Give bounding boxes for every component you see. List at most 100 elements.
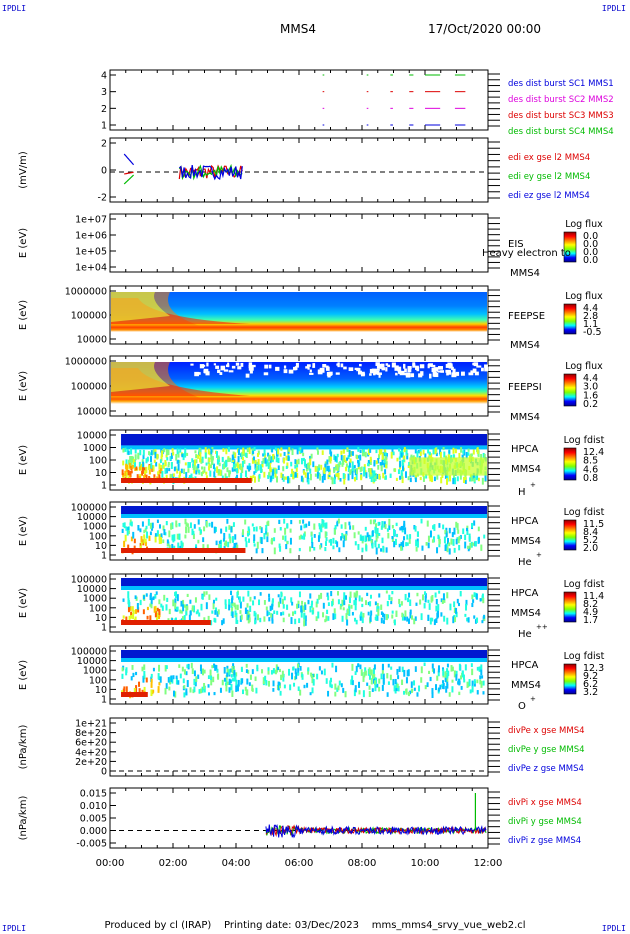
- spectrogram-cell: [402, 525, 405, 531]
- spectrogram-cell: [391, 610, 394, 614]
- spectrogram-cell: [340, 524, 343, 529]
- spectrogram-cell: [457, 678, 460, 683]
- spectrogram-cell: [238, 463, 241, 469]
- spectrogram-cell: [304, 472, 307, 478]
- spectrogram-cell: [134, 616, 137, 622]
- spectrogram-cell: [369, 456, 372, 463]
- spectrogram-cell: [332, 545, 335, 550]
- spectrogram-gap: [456, 371, 460, 376]
- spectrogram-cell: [475, 474, 478, 481]
- spectrogram-cell: [188, 475, 191, 479]
- y-axis-label: E (eV): [18, 516, 29, 546]
- spectrogram-cell: [211, 458, 214, 465]
- spectrogram-cell: [233, 542, 236, 550]
- spectrogram-cell: [474, 619, 477, 624]
- spectrogram-cell: [367, 611, 370, 616]
- spectrogram-cell: [278, 681, 281, 686]
- spectrogram-cell: [282, 611, 285, 616]
- spectrogram-cell: [431, 594, 434, 602]
- spectrogram-band-edge: [121, 445, 488, 450]
- spectrogram-gap: [309, 372, 314, 375]
- spectrogram-cell: [303, 470, 306, 475]
- spectrogram-cell: [331, 477, 334, 485]
- spectrogram-cell: [257, 450, 260, 455]
- spectrogram-cell: [302, 519, 305, 524]
- spectrogram-gap: [378, 373, 381, 378]
- y-tick-label: 100: [89, 456, 107, 467]
- spectrogram-cell: [413, 680, 416, 686]
- spectrogram-cell: [139, 473, 142, 477]
- spectrogram-cell: [324, 463, 327, 469]
- spectrogram-cell: [320, 528, 323, 533]
- spectrogram-cell: [325, 522, 328, 529]
- spectrogram-cell: [337, 685, 340, 691]
- spectrogram-cell: [234, 610, 237, 616]
- spectrogram-cell: [301, 673, 304, 678]
- spectrogram-cell: [377, 521, 380, 526]
- spectrogram-cell: [152, 667, 155, 672]
- spectrogram-cell: [291, 611, 294, 616]
- spectrogram-cell: [165, 521, 168, 526]
- spectrogram-cell: [160, 455, 163, 462]
- spectrogram-cell: [373, 462, 376, 467]
- spectrogram-gap: [231, 365, 236, 369]
- spectrogram-cell: [124, 447, 127, 452]
- spectrogram-cell: [203, 617, 206, 622]
- spectrogram-cell: [193, 469, 196, 474]
- spectrogram-cell: [381, 459, 384, 466]
- spectrogram-cell: [253, 447, 256, 451]
- spectrogram-cell: [207, 675, 210, 679]
- spectrogram-cell: [271, 619, 274, 624]
- y-tick-label: 0.015: [80, 789, 107, 800]
- spectrogram-cell: [278, 543, 281, 548]
- spectrogram-cell: [121, 528, 124, 534]
- spectrogram-cell: [408, 461, 411, 466]
- spectrogram-cell: [193, 459, 196, 466]
- spectrogram-cell: [229, 537, 232, 544]
- spectrogram-cell: [460, 685, 463, 690]
- spectrogram-gap: [449, 363, 453, 369]
- spectrogram-cell: [334, 540, 337, 544]
- spectrogram-cell: [378, 678, 381, 684]
- spectrogram-cell: [278, 682, 281, 689]
- spectrogram-cell: [464, 613, 467, 617]
- spectrogram-cell: [431, 688, 434, 694]
- spectrogram-cell: [213, 471, 216, 478]
- spectrogram-cell: [230, 674, 233, 678]
- spectrogram-cell: [477, 537, 480, 544]
- edi-trace: [123, 153, 135, 166]
- colorbar-tick-label: 0.8: [583, 473, 598, 484]
- spectrogram-cell: [365, 545, 368, 552]
- spectrogram-cell: [300, 475, 303, 482]
- spectrogram-cell: [214, 526, 217, 532]
- spectrogram-cell: [206, 544, 209, 552]
- spectrogram-cell: [221, 620, 224, 626]
- spectrogram-cell: [152, 465, 155, 472]
- spectrogram-cell: [274, 447, 277, 451]
- spectrogram-cell: [322, 602, 325, 609]
- spectrogram-cell: [245, 541, 248, 548]
- spectrogram-cell: [482, 691, 485, 695]
- spectrogram-cell: [316, 450, 319, 455]
- spectrogram-cell: [279, 690, 282, 696]
- spectrogram-cell: [303, 620, 306, 627]
- spectrogram-cell: [286, 476, 289, 484]
- spectrogram-gap: [431, 367, 436, 373]
- spectrogram-cell: [380, 465, 383, 469]
- spectrogram-cell: [369, 615, 372, 622]
- spectrogram-cell: [129, 606, 132, 611]
- spectrogram-cell: [382, 620, 385, 624]
- spectrogram-cell: [362, 690, 365, 698]
- spectrogram-cell: [273, 528, 276, 533]
- spectrogram-cell: [142, 609, 145, 615]
- spectrogram-cell: [384, 475, 387, 480]
- spectrogram-cell: [179, 545, 182, 550]
- spectrogram-cell: [231, 665, 234, 672]
- spectrogram-cell: [178, 664, 181, 668]
- spectrogram-cell: [396, 668, 399, 675]
- spectrogram-cell: [466, 525, 469, 530]
- spectrogram-cell: [228, 678, 231, 685]
- spectrogram-cell: [344, 533, 347, 538]
- spectrogram-cell: [463, 476, 466, 483]
